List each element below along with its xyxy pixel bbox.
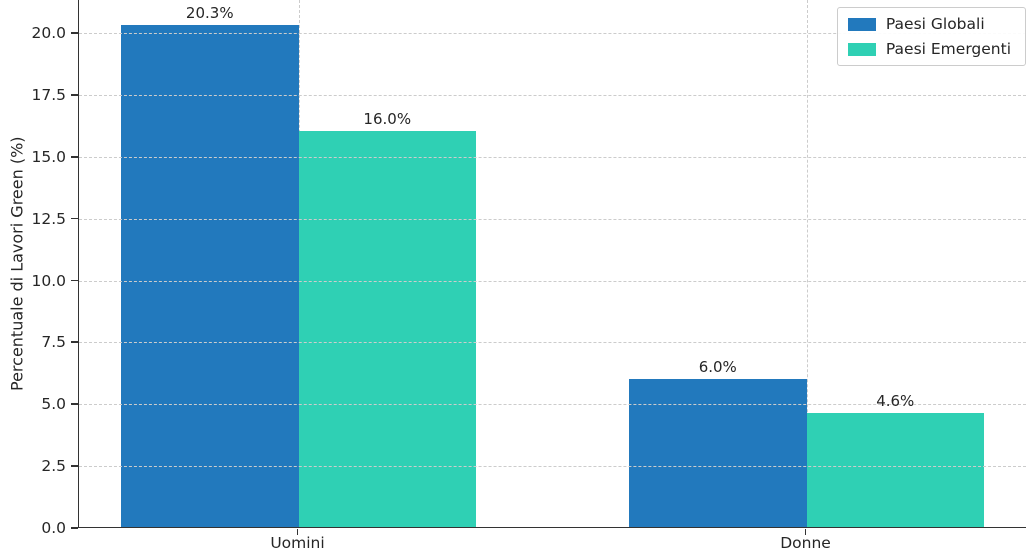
- y-tick-mark: [71, 279, 78, 282]
- horizontal-gridline: [79, 404, 1026, 406]
- y-tick-mark: [71, 403, 78, 406]
- x-tick-mark: [804, 529, 807, 535]
- y-tick-mark: [71, 341, 78, 344]
- y-tick-mark: [71, 93, 78, 96]
- y-tick-mark: [71, 217, 78, 220]
- y-tick-label: 17.5: [31, 85, 66, 104]
- horizontal-gridline: [79, 218, 1026, 220]
- horizontal-gridline: [79, 280, 1026, 282]
- legend-label: Paesi Globali: [885, 15, 985, 33]
- y-tick-label: 0.0: [41, 519, 66, 537]
- x-tick-label: Uomini: [270, 534, 325, 552]
- vertical-gridline: [806, 0, 808, 527]
- horizontal-gridline: [79, 342, 1026, 344]
- y-tick-mark: [71, 527, 78, 529]
- legend-swatch: [847, 17, 876, 31]
- bar-paesi-emergenti-donne: [806, 413, 984, 527]
- y-tick-label: 7.5: [41, 333, 66, 352]
- x-tick-label: Donne: [780, 534, 831, 552]
- y-tick-mark: [71, 465, 78, 467]
- horizontal-gridline: [79, 94, 1026, 96]
- y-tick-mark: [71, 155, 78, 158]
- legend-swatch: [847, 42, 876, 56]
- y-tick-label: 2.5: [41, 457, 66, 476]
- y-tick-label: 12.5: [31, 209, 66, 228]
- legend-label: Paesi Emergenti: [885, 40, 1011, 58]
- y-tick-label: 15.0: [31, 147, 66, 166]
- bar-value-label: 16.0%: [363, 110, 412, 128]
- bar-value-label: 6.0%: [698, 357, 737, 376]
- bar-paesi-globali-donne: [629, 378, 807, 527]
- y-tick-mark: [71, 32, 78, 34]
- y-tick-label: 5.0: [41, 395, 66, 414]
- horizontal-gridline: [79, 466, 1026, 468]
- y-tick-label: 10.0: [31, 271, 66, 290]
- legend-item-paesi-emergenti: Paesi Emergenti: [847, 40, 1015, 58]
- horizontal-gridline: [79, 156, 1026, 158]
- y-tick-label: 20.0: [31, 24, 66, 42]
- legend: Paesi Globali Paesi Emergenti: [836, 7, 1026, 66]
- bar-value-label: 20.3%: [185, 3, 234, 22]
- bar-value-label: 4.6%: [876, 392, 915, 411]
- horizontal-gridline: [79, 33, 1026, 34]
- bar-paesi-emergenti-uomini: [298, 131, 476, 527]
- bar-paesi-globali-uomini: [121, 24, 299, 527]
- y-axis-title: Percentuale di Lavori Green (%): [7, 136, 27, 392]
- legend-item-paesi-globali: Paesi Globali: [847, 15, 1015, 33]
- x-tick-mark: [296, 529, 299, 535]
- plot-area: 20.3% 16.0% 6.0% 4.6%: [78, 0, 1026, 528]
